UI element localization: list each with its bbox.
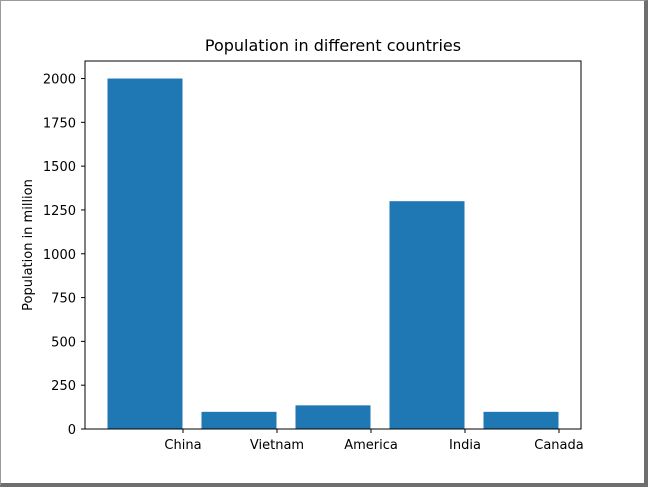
y-tick-label: 1500 (43, 160, 76, 175)
y-tick-label: 250 (51, 379, 76, 394)
y-axis-ticks: 0 250 500 750 1000 1250 1500 1750 2000 (43, 73, 85, 438)
y-axis-label: Population in million (21, 179, 36, 311)
plot-area-frame (84, 60, 582, 430)
y-tick-label: 2000 (43, 73, 76, 88)
bar-india (389, 201, 465, 429)
y-tick-label: 0 (68, 423, 76, 438)
x-tick-label: America (344, 438, 398, 453)
bar-america (295, 405, 371, 429)
y-tick-label: 1250 (43, 204, 76, 219)
x-tick-label: China (164, 438, 201, 453)
chart-title: Population in different countries (205, 36, 461, 55)
bar-canada (483, 411, 559, 429)
bar-vietnam (201, 411, 277, 429)
x-tick-label: India (449, 438, 481, 453)
y-tick-label: 750 (51, 292, 76, 307)
x-tick-label: Canada (534, 438, 583, 453)
x-axis-ticks: China Vietnam America India Canada (164, 429, 584, 453)
bar-china (107, 78, 183, 430)
y-tick-label: 500 (51, 335, 76, 350)
bar-group (107, 78, 559, 430)
y-tick-label: 1750 (43, 116, 76, 131)
y-tick-label: 1000 (43, 248, 76, 263)
x-tick-label: Vietnam (250, 438, 304, 453)
